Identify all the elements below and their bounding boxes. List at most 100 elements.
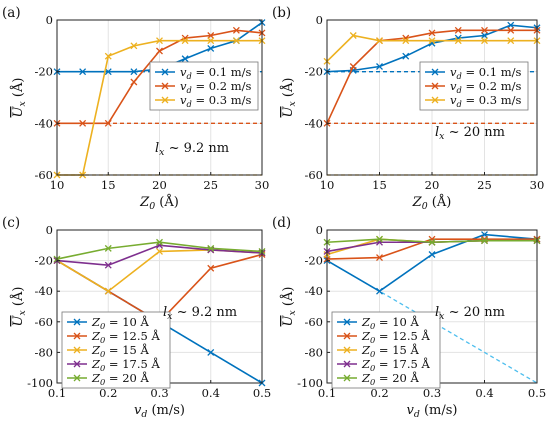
legend-label: Z0 = 12.5 Å <box>361 329 430 345</box>
data-point <box>481 26 488 34</box>
data-point <box>207 264 215 272</box>
x-tick-label: 0.2 <box>99 386 117 400</box>
data-point <box>207 348 215 356</box>
data-point <box>376 238 383 246</box>
x-axis-label: Z0 (Å) <box>139 194 179 212</box>
y-axis-label: Ux (Å) <box>280 78 298 118</box>
data-point <box>104 52 112 60</box>
y-tick-label: -20 <box>304 65 323 79</box>
data-point <box>376 254 383 261</box>
y-tick-label: -80 <box>304 345 323 359</box>
panel-label: (d) <box>272 215 291 231</box>
data-point <box>349 32 357 39</box>
legend-marker <box>431 82 439 90</box>
panel-c: 0.1 0.2 0.3 0.4 0.5 0 -20 -40 -60 -80 -100 (c) vd (m… <box>2 215 271 420</box>
y-tick-label: -60 <box>304 315 323 329</box>
data-point <box>454 26 462 34</box>
y-axis-label: Ux (Å) <box>10 287 28 327</box>
legend-label: vd = 0.3 m/s <box>180 93 251 109</box>
data-point <box>428 251 436 258</box>
y-tick-label: -100 <box>297 376 323 390</box>
y-tick-label: -60 <box>304 168 323 182</box>
x-tick-label: 0.1 <box>318 386 336 400</box>
legend-marker <box>343 332 351 340</box>
data-point <box>507 21 515 29</box>
y-tick-label: -40 <box>34 284 53 298</box>
data-point <box>507 37 515 45</box>
data-point <box>232 37 240 45</box>
data-point <box>402 52 410 60</box>
legend-label: Z0 = 20 Å <box>91 371 150 387</box>
x-axis-label: vd (m/s) <box>134 403 185 420</box>
x-tick-label: 25 <box>203 178 218 192</box>
data-point <box>130 42 138 50</box>
x-tick-label: 20 <box>152 178 167 192</box>
legend-label: Z0 = 15 Å <box>91 343 150 359</box>
legend-marker <box>73 318 81 326</box>
x-tick-label: 0.1 <box>48 386 66 400</box>
legend-label: vd = 0.2 m/s <box>180 79 251 95</box>
x-tick-label: 25 <box>477 178 492 192</box>
data-point <box>481 37 488 45</box>
data-point <box>481 32 488 39</box>
legend-marker <box>343 360 351 368</box>
data-point <box>104 287 112 295</box>
data-point <box>207 37 215 45</box>
x-axis-label: Z0 (Å) <box>412 194 452 212</box>
legend-label: vd = 0.1 m/s <box>450 65 521 81</box>
y-tick-label: -60 <box>34 315 53 329</box>
data-point <box>130 68 138 76</box>
y-axis-label-group: Ux (Å) <box>280 287 298 327</box>
legend: Z0 = 10 ÅZ0 = 12.5 ÅZ0 = 15 ÅZ0 = 17.5 Å… <box>61 311 171 389</box>
panel-d: 0.1 0.2 0.3 0.4 0.5 0 -20 -40 -60 -80 -100 (d) vd (m… <box>272 215 546 420</box>
legend-marker <box>73 374 81 382</box>
data-point <box>104 119 112 127</box>
legend-label: Z0 = 12.5 Å <box>91 329 160 345</box>
data-point <box>207 32 215 39</box>
panel-b: 10 15 20 25 30 0 -20 -40 -60 (b) Z0 (Å) Ux (Å) vd = … <box>272 5 544 212</box>
length-annotation: lx ~ 9.2 nm <box>163 305 237 322</box>
length-annotation: lx ~ 9.2 nm <box>155 141 229 158</box>
legend: vd = 0.1 m/svd = 0.2 m/svd = 0.3 m/s <box>149 61 259 111</box>
y-axis-label-group: Ux (Å) <box>280 78 298 118</box>
legend-label: Z0 = 20 Å <box>361 371 420 387</box>
panel-label: (c) <box>2 215 20 231</box>
data-point <box>428 29 436 37</box>
data-point <box>349 63 357 70</box>
data-point <box>376 37 383 45</box>
legend-label: Z0 = 17.5 Å <box>361 357 430 373</box>
x-tick-label: 30 <box>530 178 545 192</box>
panel-label: (b) <box>272 5 291 21</box>
y-axis-label-group: Ux (Å) <box>10 78 28 118</box>
data-point <box>181 55 189 63</box>
legend-label: vd = 0.3 m/s <box>450 93 521 109</box>
x-tick-label: 0.5 <box>528 386 546 400</box>
legend-marker <box>73 360 81 368</box>
data-point <box>428 37 436 45</box>
legend: Z0 = 10 ÅZ0 = 12.5 ÅZ0 = 15 ÅZ0 = 17.5 Å… <box>331 311 441 389</box>
x-axis-label: vd (m/s) <box>407 403 458 420</box>
legend-label: Z0 = 10 Å <box>361 315 420 331</box>
data-point <box>207 244 215 252</box>
data-point <box>402 37 410 45</box>
data-point <box>376 287 383 295</box>
y-tick-label: -80 <box>34 345 53 359</box>
y-axis-label: Ux (Å) <box>10 78 28 118</box>
x-tick-label: 15 <box>372 178 387 192</box>
legend-label: vd = 0.1 m/s <box>180 65 251 81</box>
legend-marker <box>343 318 351 326</box>
data-point <box>130 78 138 86</box>
y-tick-label: 0 <box>46 13 53 27</box>
y-tick-label: -20 <box>304 254 323 268</box>
y-tick-label: 0 <box>316 223 323 237</box>
y-axis-label-group: Ux (Å) <box>10 287 28 327</box>
x-tick-label: 0.5 <box>253 386 271 400</box>
data-point <box>481 237 488 245</box>
x-tick-label: 10 <box>320 178 335 192</box>
y-tick-label: -100 <box>27 376 53 390</box>
legend-label: Z0 = 17.5 Å <box>91 357 160 373</box>
data-point <box>507 26 515 34</box>
legend: vd = 0.1 m/svd = 0.2 m/svd = 0.3 m/s <box>419 61 529 111</box>
y-tick-label: -40 <box>34 116 53 130</box>
